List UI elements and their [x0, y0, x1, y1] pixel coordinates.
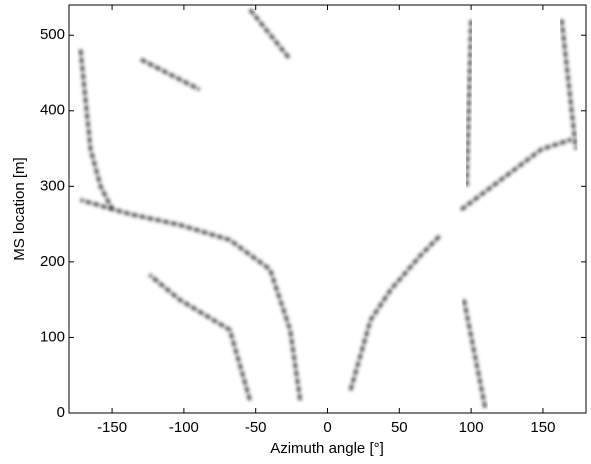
y-tick-label: 0: [57, 404, 65, 421]
y-tick-label: 200: [40, 253, 65, 270]
intensity-trace: [461, 299, 488, 410]
intensity-trace: [78, 49, 114, 210]
intensity-trace: [148, 273, 252, 401]
x-tick-label: 0: [323, 419, 331, 436]
y-tick-label: 300: [40, 177, 65, 194]
intensity-trace: [79, 198, 303, 401]
x-tick-label: -100: [169, 419, 199, 436]
intensity-trace: [248, 8, 292, 61]
x-axis-label: Azimuth angle [°]: [270, 440, 384, 457]
intensity-trace: [348, 233, 443, 391]
x-tick-label: -150: [97, 419, 127, 436]
x-tick-label: 100: [459, 419, 484, 436]
intensity-trace: [559, 19, 578, 150]
y-tick-label: 400: [40, 102, 65, 119]
plot-frame: [68, 4, 587, 414]
x-tick-label: 50: [391, 419, 408, 436]
y-tick-label: 100: [40, 328, 65, 345]
y-axis-label: MS location [m]: [11, 157, 28, 260]
y-tick-label: 500: [40, 26, 65, 43]
x-tick-label: 150: [530, 419, 555, 436]
intensity-trace: [139, 57, 201, 92]
x-tick-label: -50: [245, 419, 267, 436]
intensity-trace: [459, 137, 573, 212]
intensity-trace: [464, 20, 474, 187]
